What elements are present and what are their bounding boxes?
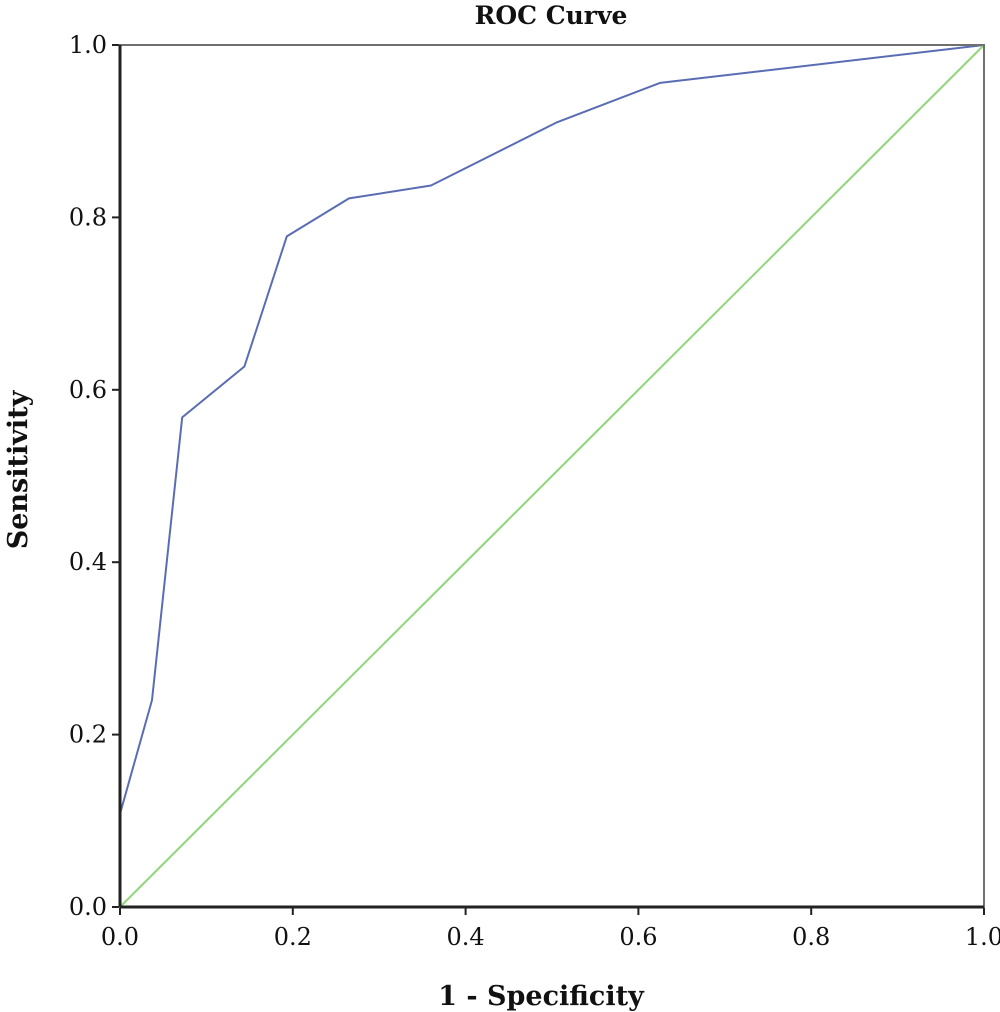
x-tick-label: 0.4: [447, 923, 485, 951]
x-tick-label: 0.2: [274, 923, 312, 951]
series-layer: [119, 44, 985, 908]
roc-curve-line: [119, 44, 985, 907]
y-tick-label: 0.8: [69, 203, 107, 231]
y-tick-label: 0.2: [69, 721, 107, 749]
y-axis-label: Sensitivity: [3, 389, 34, 549]
y-tick-label: 0.6: [69, 376, 107, 404]
reference-diagonal-line: [119, 44, 985, 908]
y-tick-label: 0.4: [69, 548, 107, 576]
x-axis-label: 1 - Specificity: [438, 981, 645, 1012]
y-tick-label: 1.0: [69, 31, 107, 59]
x-tick-label: 0.6: [619, 923, 657, 951]
x-tick-label: 1.0: [965, 923, 1000, 951]
x-tick-label: 0.8: [792, 923, 830, 951]
x-tick-label: 0.0: [101, 923, 139, 951]
x-axis-ticks: 0.0 0.2 0.4 0.6 0.8 1.0: [101, 907, 1000, 951]
y-tick-label: 0.0: [69, 893, 107, 921]
y-axis-ticks: 0.0 0.2 0.4 0.6 0.8 1.0: [69, 31, 120, 921]
chart-title: ROC Curve: [475, 1, 628, 30]
